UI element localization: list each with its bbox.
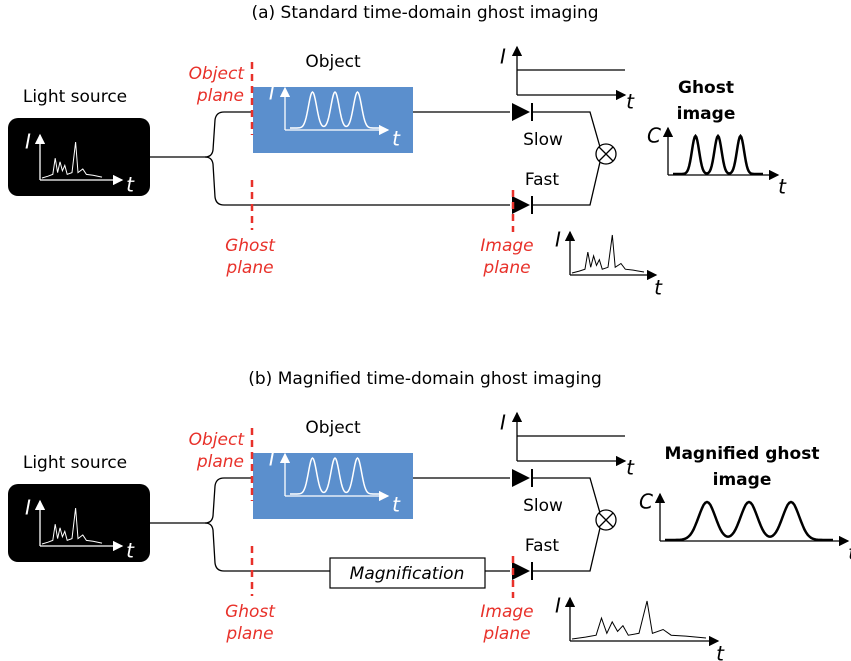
axis-label: I: [25, 496, 31, 520]
axis-label: I: [500, 45, 506, 69]
detector: [512, 103, 530, 121]
slow-label: Slow: [523, 496, 563, 516]
ghost-plane-label: plane: [225, 258, 273, 278]
axis-label: t: [654, 276, 663, 300]
line: [665, 500, 833, 542]
axis-label: C: [639, 490, 653, 514]
object-plane-label: Object: [189, 430, 246, 450]
image-plane-label: Image: [480, 236, 533, 256]
result-label: image: [713, 470, 772, 490]
line: [532, 111, 601, 148]
object-label: Object: [305, 418, 361, 438]
axis-label: t: [626, 456, 635, 480]
panel: (a) Standard time-domain ghost imaging Li…: [8, 3, 787, 300]
fast-label: Fast: [525, 170, 559, 190]
image-plane-label: plane: [482, 258, 530, 278]
line: [150, 111, 253, 158]
source-label: Light source: [23, 453, 127, 473]
result-label: Ghost: [678, 78, 734, 98]
line: [150, 477, 253, 524]
detector: [512, 562, 530, 580]
line: [571, 600, 707, 640]
line: [41, 507, 103, 545]
line: [571, 234, 645, 274]
axis-label: C: [647, 124, 661, 148]
panel: (b) Magnified time-domain ghost imaging L…: [8, 369, 851, 661]
line: [204, 522, 510, 572]
line: [532, 527, 601, 572]
line: [598, 146, 614, 162]
line: [41, 141, 103, 179]
axis-label: t: [716, 642, 725, 661]
slow-label: Slow: [523, 130, 563, 150]
line: [598, 512, 614, 528]
object-plane-label: plane: [196, 452, 244, 472]
line: [532, 477, 601, 514]
axis-label: I: [500, 411, 506, 435]
line: [204, 156, 510, 206]
axis-label: I: [555, 228, 561, 252]
axis-label: t: [392, 493, 401, 517]
axis-label: I: [555, 594, 561, 618]
result-label: Magnified ghost: [665, 444, 820, 464]
line: [673, 133, 763, 176]
fast-label: Fast: [525, 536, 559, 556]
line: [290, 90, 380, 129]
caption: (a) Standard time-domain ghost imaging: [251, 3, 598, 23]
caption: (b) Magnified time-domain ghost imaging: [248, 369, 601, 389]
axis-label: t: [778, 175, 787, 199]
ghost-plane-label: Ghost: [225, 602, 276, 622]
object-plane-label: Object: [189, 64, 246, 84]
axis-label: t: [848, 541, 851, 565]
axis-label: t: [126, 539, 135, 563]
magnification-label: Magnification: [350, 564, 465, 584]
ghost-plane-label: Ghost: [225, 236, 276, 256]
object-plane-label: plane: [196, 86, 244, 106]
line: [290, 456, 380, 495]
ghost-plane-label: plane: [225, 624, 273, 644]
image-plane-label: plane: [482, 624, 530, 644]
magnification-box: [329, 557, 486, 589]
object-label: Object: [305, 52, 361, 72]
axis-label: T: [266, 81, 280, 105]
detector: [512, 469, 530, 487]
detector: [512, 196, 530, 214]
source-label: Light source: [23, 87, 127, 107]
axis-label: t: [126, 173, 135, 197]
image-plane-label: Image: [480, 602, 533, 622]
axis-label: I: [25, 130, 31, 154]
line: [532, 161, 601, 206]
result-label: image: [677, 104, 736, 124]
axis-label: t: [392, 127, 401, 151]
axis-label: t: [626, 90, 635, 114]
axis-label: T: [266, 447, 280, 471]
